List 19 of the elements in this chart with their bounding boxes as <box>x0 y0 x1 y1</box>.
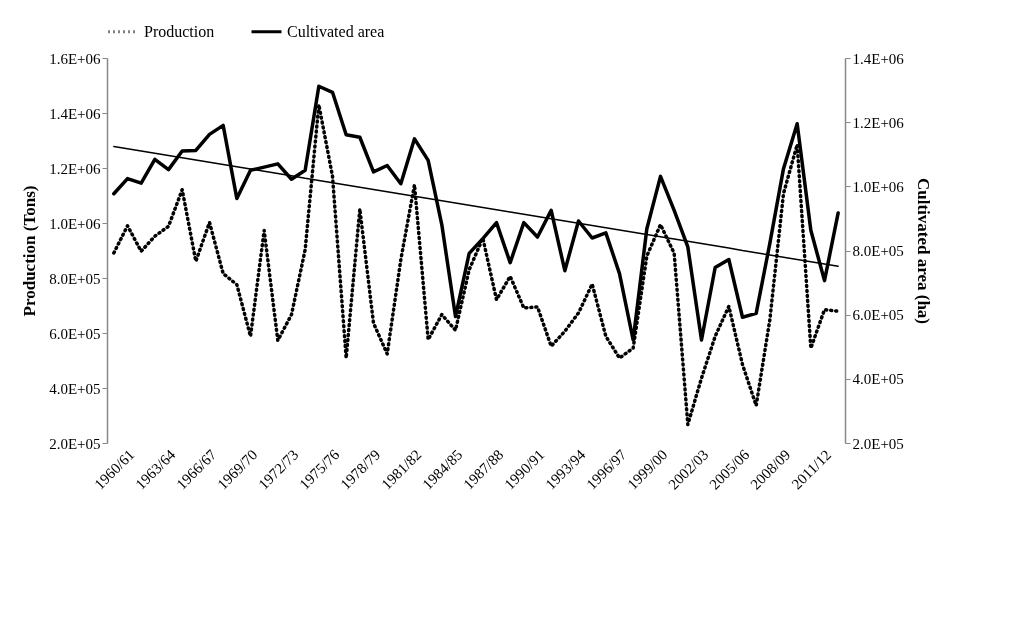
y2-tick-label: 6.0E+05 <box>852 307 904 324</box>
y-axis-title: Production (Tons) <box>20 185 40 317</box>
y2-tick-label: 4.0E+05 <box>852 371 904 388</box>
legend-label: Cultivated area <box>287 22 385 40</box>
y2-tick-label: 1.2E+06 <box>852 114 905 131</box>
y-tick-label: 8.0E+05 <box>49 270 101 287</box>
y-tick-label: 1.0E+06 <box>49 215 101 232</box>
y-tick-label: 4.0E+05 <box>49 380 101 397</box>
y-tick-label: 1.2E+06 <box>49 160 101 177</box>
legend-label: Production <box>144 22 215 40</box>
y2-tick-label: 8.0E+05 <box>852 243 904 259</box>
y2-tick-label: 2.0E+05 <box>852 435 904 452</box>
y2-axis-title: Cultivated area (ha) <box>913 177 933 325</box>
y2-tick-label: 1.0E+06 <box>852 178 905 195</box>
y-tick-label: 6.0E+05 <box>49 325 101 342</box>
y-tick-label: 1.6E+06 <box>49 50 101 67</box>
y2-tick-label: 1.4E+06 <box>852 50 905 67</box>
y-tick-label: 2.0E+05 <box>49 435 101 452</box>
y-tick-label: 1.4E+06 <box>49 105 101 122</box>
